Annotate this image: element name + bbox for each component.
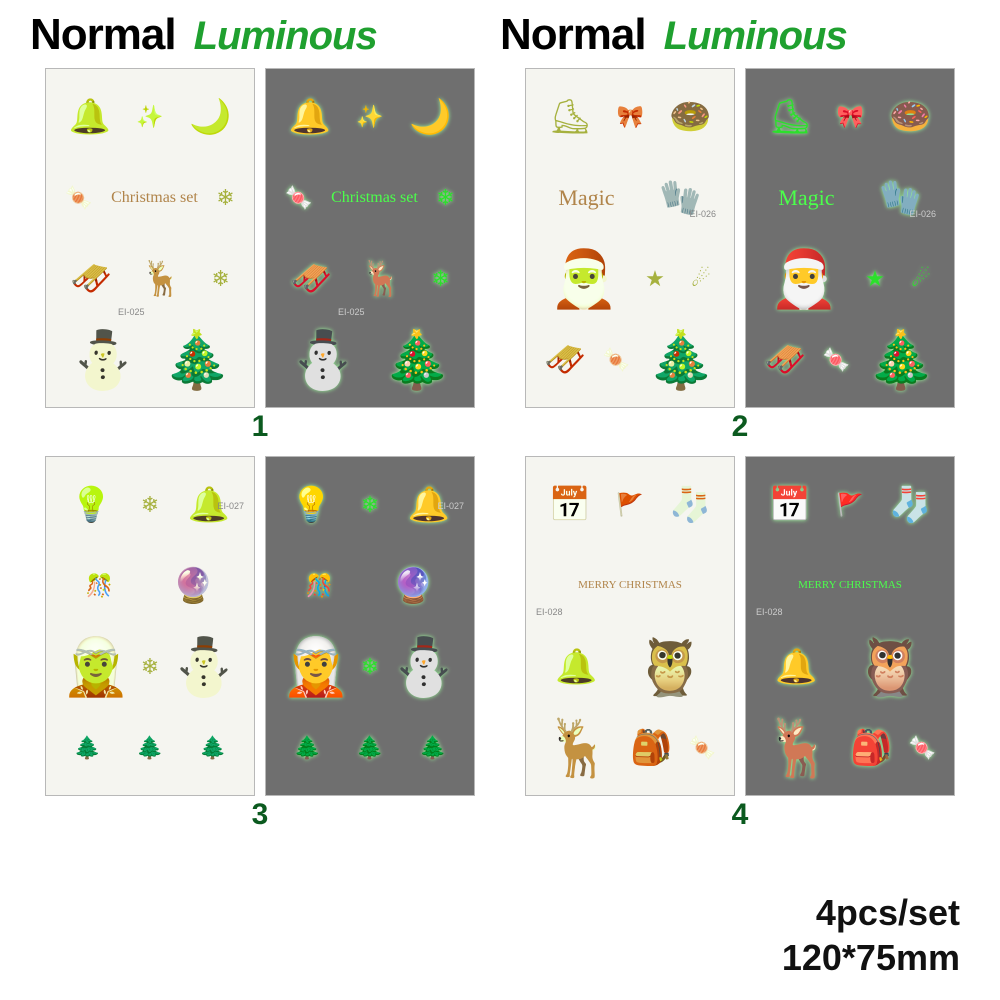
header-row: Normal Luminous Normal Luminous [30,10,970,60]
set-cell-3: 💡❄🔔 🎊🔮 🧝❄⛄ 🌲🌲🌲 EI-027 💡❄🔔 🎊🔮 🧝❄⛄ 🌲🌲🌲 EI-… [30,456,490,832]
set-number: 4 [732,798,749,832]
sheet-code: EI-027 [217,501,244,511]
sheet-code: EI-026 [689,209,716,219]
sheet-normal-4: 📅🚩🧦 MERRY CHRISTMAS 🔔🦉 🦌🎒🍬 EI-028 [525,456,735,796]
label-normal: Normal [500,10,646,60]
sheet-grid: 🔔✨🌙 🍬Christmas set❄ 🛷🦌❄ ⛄🎄 EI-025 🔔✨🌙 🍬C… [30,68,970,832]
footer-size: 120*75mm [782,935,960,980]
set-number: 3 [252,798,269,832]
set-cell-2: ⛸🎀🍩 Magic🧤 🎅★☄ 🛷🍬🎄 EI-026 ⛸🎀🍩 Magic🧤 🎅★☄… [510,68,970,444]
sheet-pair: ⛸🎀🍩 Magic🧤 🎅★☄ 🛷🍬🎄 EI-026 ⛸🎀🍩 Magic🧤 🎅★☄… [525,68,955,408]
sheet-luminous-2: ⛸🎀🍩 Magic🧤 🎅★☄ 🛷🍬🎄 EI-026 [745,68,955,408]
label-normal: Normal [30,10,176,60]
magic-text: Magic [558,185,614,211]
sheet-code: EI-025 [118,307,145,317]
set-cell-1: 🔔✨🌙 🍬Christmas set❄ 🛷🦌❄ ⛄🎄 EI-025 🔔✨🌙 🍬C… [30,68,490,444]
sheet-luminous-1: 🔔✨🌙 🍬Christmas set❄ 🛷🦌❄ ⛄🎄 EI-025 [265,68,475,408]
sheet-normal-1: 🔔✨🌙 🍬Christmas set❄ 🛷🦌❄ ⛄🎄 EI-025 [45,68,255,408]
sheet-code: EI-028 [536,607,563,617]
sheet-pair: 💡❄🔔 🎊🔮 🧝❄⛄ 🌲🌲🌲 EI-027 💡❄🔔 🎊🔮 🧝❄⛄ 🌲🌲🌲 EI-… [45,456,475,796]
set-number: 1 [252,410,269,444]
footer-spec: 4pcs/set 120*75mm [782,890,960,980]
label-luminous: Luminous [664,14,847,59]
set-cell-4: 📅🚩🧦 MERRY CHRISTMAS 🔔🦉 🦌🎒🍬 EI-028 📅🚩🧦 ME… [510,456,970,832]
sheet-pair: 📅🚩🧦 MERRY CHRISTMAS 🔔🦉 🦌🎒🍬 EI-028 📅🚩🧦 ME… [525,456,955,796]
set-number: 2 [732,410,749,444]
sheet-pair: 🔔✨🌙 🍬Christmas set❄ 🛷🦌❄ ⛄🎄 EI-025 🔔✨🌙 🍬C… [45,68,475,408]
header-left: Normal Luminous [30,10,500,60]
header-right: Normal Luminous [500,10,970,60]
sheet-luminous-3: 💡❄🔔 🎊🔮 🧝❄⛄ 🌲🌲🌲 EI-027 [265,456,475,796]
sheet-normal-2: ⛸🎀🍩 Magic🧤 🎅★☄ 🛷🍬🎄 EI-026 [525,68,735,408]
merry-christmas-text: MERRY CHRISTMAS [578,579,682,591]
sheet-normal-3: 💡❄🔔 🎊🔮 🧝❄⛄ 🌲🌲🌲 EI-027 [45,456,255,796]
footer-qty: 4pcs/set [782,890,960,935]
sheet-luminous-4: 📅🚩🧦 MERRY CHRISTMAS 🔔🦉 🦌🎒🍬 EI-028 [745,456,955,796]
label-luminous: Luminous [194,14,377,59]
christmas-set-text: Christmas set [111,189,198,207]
product-infographic: Normal Luminous Normal Luminous 🔔✨🌙 🍬Chr… [0,0,1000,1000]
